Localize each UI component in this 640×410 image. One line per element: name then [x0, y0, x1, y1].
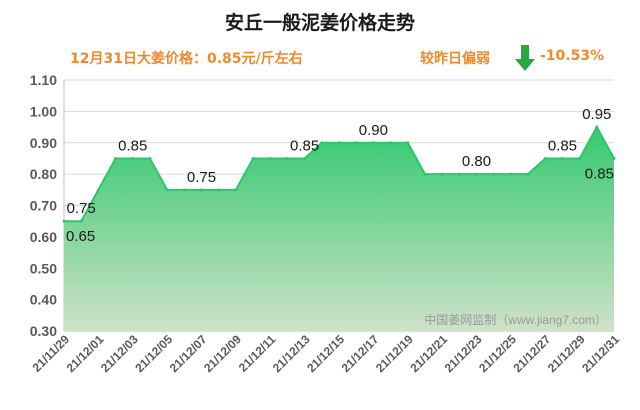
data-point [268, 156, 272, 160]
data-point [251, 156, 255, 160]
data-label: 0.75 [187, 169, 216, 186]
data-point [612, 156, 616, 160]
data-point [337, 141, 341, 145]
data-label: 0.65 [66, 228, 95, 245]
data-point [165, 188, 169, 192]
data-point [217, 188, 221, 192]
x-tick-label: 21/12/09 [201, 332, 244, 375]
data-point [114, 156, 118, 160]
data-point [440, 172, 444, 176]
watermark: 中国姜网监制（www.jiang7.com） [424, 312, 607, 327]
data-point [303, 156, 307, 160]
data-point [354, 141, 358, 145]
data-label: 0.90 [359, 122, 388, 139]
data-point [285, 156, 289, 160]
data-point [543, 156, 547, 160]
data-point [475, 172, 478, 176]
x-tick-label: 21/12/31 [579, 332, 622, 375]
data-label: 0.85 [548, 137, 577, 154]
data-point [509, 172, 513, 176]
data-label: 0.80 [462, 153, 491, 170]
data-point [79, 219, 83, 223]
y-tick-label: 0.60 [30, 229, 57, 245]
data-point [595, 125, 599, 129]
data-label: 0.85 [585, 165, 614, 182]
data-point [131, 156, 135, 160]
y-tick-label: 0.40 [30, 292, 57, 308]
data-point [492, 172, 496, 176]
down-arrow-icon [515, 45, 535, 71]
data-point [96, 188, 100, 192]
y-tick-label: 0.70 [30, 198, 57, 214]
data-point [423, 172, 427, 176]
data-point [62, 219, 66, 223]
data-point [182, 188, 186, 192]
chart-title: 安丘一般泥姜价格走势 [224, 12, 415, 34]
data-label: 0.85 [118, 137, 147, 154]
data-point [578, 156, 582, 160]
data-point [406, 141, 410, 145]
comparison-label: 较昨日偏弱 [420, 51, 490, 67]
data-point [389, 141, 393, 145]
data-point [371, 141, 375, 145]
data-point [320, 141, 324, 145]
y-tick-label: 1.00 [30, 103, 57, 119]
data-point [560, 156, 564, 160]
data-point [526, 172, 530, 176]
y-tick-label: 0.80 [30, 166, 57, 182]
price-subtitle: 12月31日大姜价格：0.85元/斤左右 [70, 51, 303, 67]
y-tick-label: 0.50 [30, 260, 57, 276]
data-label: 0.85 [290, 137, 319, 154]
data-label: 0.75 [67, 200, 96, 217]
data-point [234, 188, 238, 192]
data-label: 0.95 [582, 106, 611, 123]
price-area [64, 127, 614, 331]
y-tick-label: 1.10 [30, 72, 57, 88]
data-point [148, 156, 152, 160]
comparison-value: -10.53% [540, 48, 605, 64]
data-point [457, 172, 461, 176]
y-tick-label: 0.90 [30, 135, 57, 151]
y-tick-label: 0.30 [30, 323, 57, 339]
data-point [200, 188, 203, 192]
